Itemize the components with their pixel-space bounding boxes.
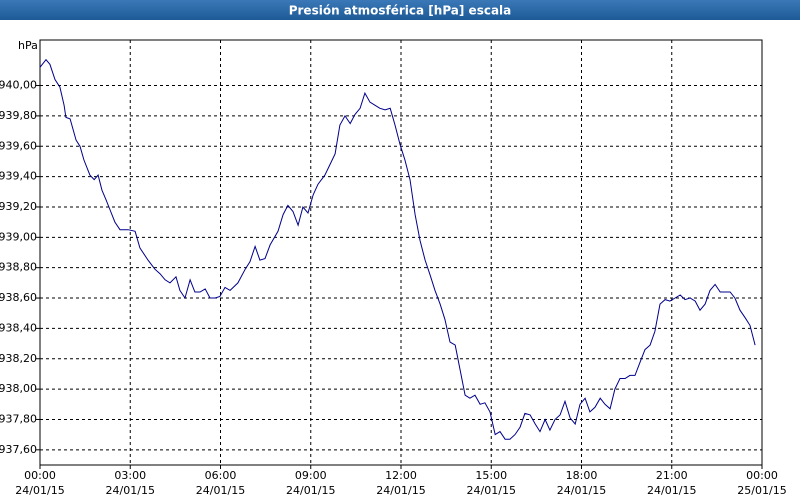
x-tick-date: 24/01/15 — [196, 484, 245, 497]
x-tick-label: 18:00 — [566, 469, 598, 482]
x-tick-label: 12:00 — [385, 469, 417, 482]
data-line — [39, 58, 756, 440]
x-tick-date: 24/01/15 — [376, 484, 425, 497]
x-tick-date: 24/01/15 — [286, 484, 335, 497]
x-tick-date: 24/01/15 — [106, 484, 155, 497]
x-tick-date: 24/01/15 — [15, 484, 64, 497]
x-tick-label: 06:00 — [205, 469, 237, 482]
x-tick-date: 24/01/15 — [467, 484, 516, 497]
x-tick-date: 25/01/15 — [737, 484, 786, 497]
y-tick-label: 938,00 — [0, 382, 37, 395]
x-tick-date: 24/01/15 — [647, 484, 696, 497]
y-tick-label: 938,60 — [0, 291, 37, 304]
x-tick-label: 00:00 — [746, 469, 778, 482]
y-tick-label: 939,00 — [0, 230, 37, 243]
x-tick-label: 03:00 — [114, 469, 146, 482]
title-bar — [0, 0, 800, 20]
x-tick-date: 24/01/15 — [557, 484, 606, 497]
y-tick-label: 939,20 — [0, 200, 37, 213]
y-tick-label: 937,80 — [0, 412, 37, 425]
chart-title: Presión atmosférica [hPa] escala — [289, 4, 512, 18]
x-tick-label: 21:00 — [656, 469, 688, 482]
y-tick-label: 940,00 — [0, 79, 37, 92]
x-tick-label: 09:00 — [295, 469, 327, 482]
x-tick-label: 15:00 — [475, 469, 507, 482]
y-tick-label: 939,80 — [0, 109, 37, 122]
y-tick-label: 939,40 — [0, 170, 37, 183]
y-axis-label: hPa — [18, 39, 38, 52]
y-tick-label: 939,60 — [0, 139, 37, 152]
x-tick-label: 00:00 — [24, 469, 56, 482]
y-tick-label: 937,60 — [0, 443, 37, 456]
y-tick-label: 938,40 — [0, 321, 37, 334]
y-tick-label: 938,20 — [0, 352, 37, 365]
y-tick-label: 938,80 — [0, 261, 37, 274]
